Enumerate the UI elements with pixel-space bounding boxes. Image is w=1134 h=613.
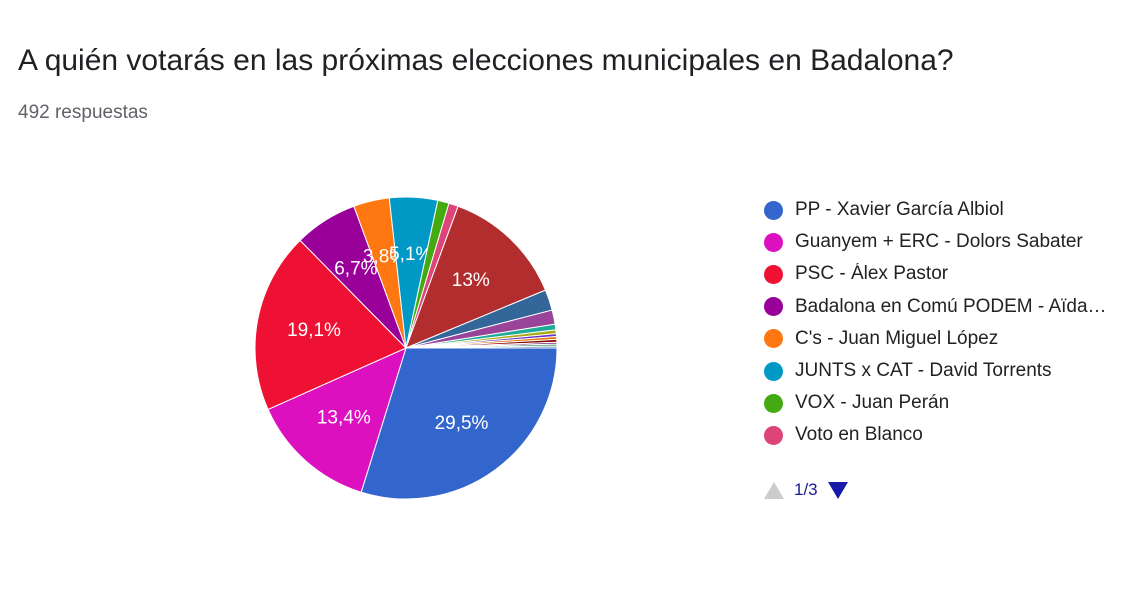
legend-item[interactable]: VOX - Juan Perán bbox=[764, 387, 1130, 419]
pie-slice-label: 29,5% bbox=[435, 413, 489, 434]
legend-label: Badalona en Comú PODEM - Aïda… bbox=[795, 295, 1107, 317]
pie-slice-pp-xavier-garcia-albiol[interactable] bbox=[360, 347, 558, 500]
legend-label: Voto en Blanco bbox=[795, 424, 923, 446]
legend-item[interactable]: Badalona en Comú PODEM - Aïda… bbox=[764, 291, 1130, 323]
legend-label: PSC - Álex Pastor bbox=[795, 263, 949, 285]
pie-slice-label: 6,7% bbox=[334, 258, 377, 279]
legend-label: PP - Xavier García Albiol bbox=[795, 199, 1004, 221]
legend-item[interactable]: PSC - Álex Pastor bbox=[764, 258, 1130, 290]
legend-color-swatch bbox=[764, 232, 783, 252]
legend-label: Guanyem + ERC - Dolors Sabater bbox=[795, 231, 1083, 253]
pie-slice-other-8[interactable] bbox=[405, 205, 547, 349]
pie-slice-guanyem-erc-dolors-sabater[interactable] bbox=[267, 347, 407, 493]
legend-color-swatch bbox=[764, 264, 783, 284]
chart-title: A quién votarás en las próximas eleccion… bbox=[18, 44, 954, 77]
legend-color-swatch bbox=[764, 361, 783, 381]
legend-color-swatch bbox=[764, 393, 783, 413]
legend-item[interactable]: PP - Xavier García Albiol bbox=[764, 194, 1130, 226]
chart-legend: PP - Xavier García Albiol Guanyem + ERC -… bbox=[764, 194, 1130, 452]
legend-page-indicator: 1/3 bbox=[794, 480, 818, 499]
pie-slice-psc-alex-pastor[interactable] bbox=[254, 239, 407, 411]
response-count: 492 respuestas bbox=[18, 102, 148, 123]
legend-color-swatch bbox=[764, 200, 783, 220]
legend-label: C's - Juan Miguel López bbox=[795, 327, 999, 349]
legend-prev-arrow-icon[interactable] bbox=[764, 481, 784, 499]
legend-item[interactable]: Voto en Blanco bbox=[764, 419, 1130, 451]
pie-slice-label: 5,1% bbox=[389, 244, 432, 265]
legend-color-swatch bbox=[764, 425, 783, 445]
legend-next-arrow-icon[interactable] bbox=[827, 481, 848, 499]
legend-color-swatch bbox=[764, 329, 783, 349]
legend-item[interactable]: C's - Juan Miguel López bbox=[764, 323, 1130, 355]
legend-item[interactable]: Guanyem + ERC - Dolors Sabater bbox=[764, 226, 1130, 258]
legend-item[interactable]: JUNTS x CAT - David Torrents bbox=[764, 355, 1130, 387]
pie-slice-label: 13% bbox=[452, 270, 490, 291]
pie-slice-other-18[interactable] bbox=[405, 345, 558, 349]
legend-label: VOX - Juan Perán bbox=[795, 392, 950, 414]
legend-label: JUNTS x CAT - David Torrents bbox=[795, 360, 1052, 382]
legend-color-swatch bbox=[764, 297, 783, 317]
pie-slice-label: 13,4% bbox=[317, 407, 371, 428]
legend-pager: 1/3 bbox=[764, 480, 848, 500]
pie-slice-label: 19,1% bbox=[287, 320, 341, 341]
